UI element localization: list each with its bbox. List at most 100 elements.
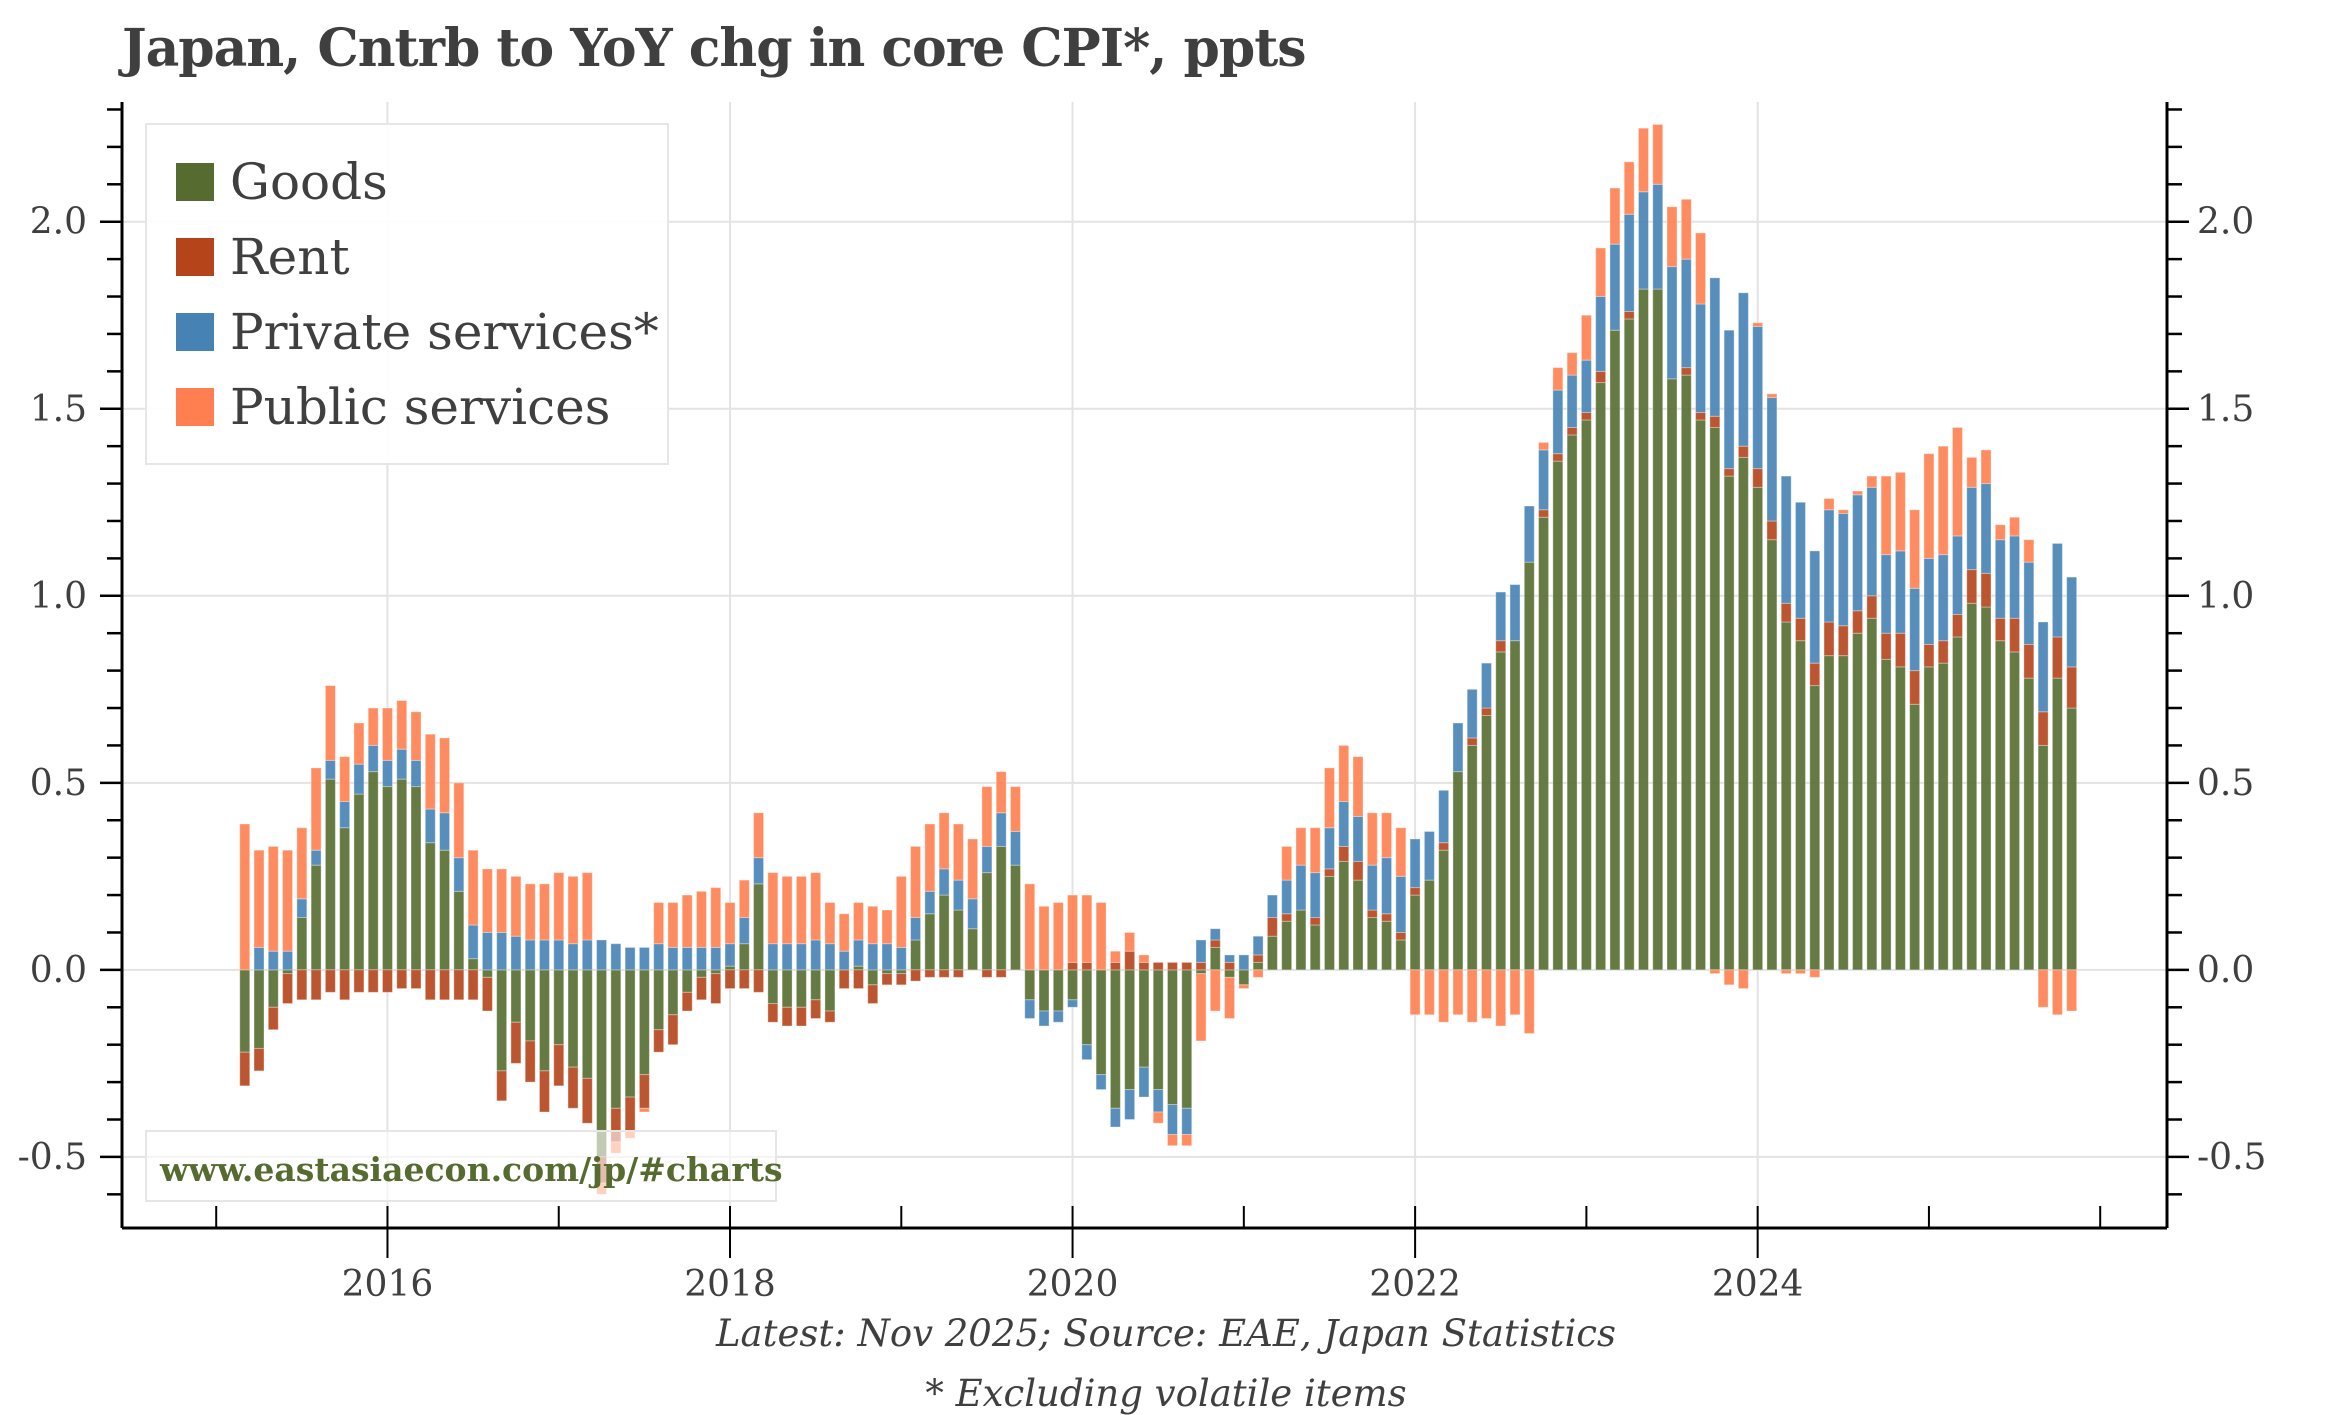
bar-public-services xyxy=(1609,187,1621,245)
bar-goods xyxy=(1366,917,1378,971)
bar-public-services xyxy=(1980,449,1992,485)
bar-goods xyxy=(453,890,465,971)
bar-goods xyxy=(1409,894,1421,971)
bar-rent xyxy=(1552,453,1564,462)
bar-private-services xyxy=(367,744,379,773)
bar-goods xyxy=(1124,969,1136,1091)
bar-rent xyxy=(339,969,351,1001)
bar-private-services xyxy=(1523,505,1535,563)
bar-public-services xyxy=(1523,969,1535,1034)
bar-public-services xyxy=(1951,426,1963,537)
bar-private-services xyxy=(1138,1066,1150,1098)
bar-goods xyxy=(2066,707,2078,971)
bar-goods xyxy=(1495,651,1507,971)
bar-private-services xyxy=(1552,389,1564,455)
bar-rent xyxy=(481,976,493,1012)
bar-public-services xyxy=(1152,1111,1164,1124)
bar-goods xyxy=(253,969,265,1049)
bar-private-services xyxy=(1438,789,1450,844)
bar-rent xyxy=(538,1070,550,1113)
bar-goods xyxy=(1038,969,1050,1012)
bar-rent xyxy=(1780,602,1792,623)
bar-private-services xyxy=(867,943,879,971)
bar-goods xyxy=(1980,606,1992,971)
watermark: www.eastasiaecon.com/jp/#charts xyxy=(145,1130,783,1202)
footnote: * Excluding volatile items xyxy=(925,1372,1407,1415)
bar-rent xyxy=(1880,632,1892,660)
bar-goods xyxy=(1723,475,1735,971)
bar-public-services xyxy=(895,875,907,948)
bar-goods xyxy=(1195,969,1207,975)
bar-public-services xyxy=(1166,1133,1178,1147)
bar-private-services xyxy=(424,808,436,844)
bar-private-services xyxy=(1509,584,1521,642)
y-tick-label-left: 0.0 xyxy=(30,950,87,991)
bar-goods xyxy=(1323,875,1335,971)
bar-goods xyxy=(282,969,294,975)
bar-goods xyxy=(481,969,493,978)
bar-private-services xyxy=(1580,359,1592,413)
bar-public-services xyxy=(282,849,294,952)
bar-goods xyxy=(938,894,950,971)
bar-private-services xyxy=(1323,827,1335,870)
bar-goods xyxy=(1480,715,1492,971)
bar-goods xyxy=(2009,651,2021,971)
bar-public-services xyxy=(1009,786,1021,832)
bar-goods xyxy=(510,969,522,1023)
bar-private-services xyxy=(724,943,736,967)
bar-rent xyxy=(239,1051,251,1087)
bar-rent xyxy=(738,969,750,990)
bar-rent xyxy=(881,973,893,986)
bar-public-services xyxy=(1580,314,1592,361)
y-axis-left-labels: 2.0 1.5 1.0 0.5 0.0 -0.5 xyxy=(18,202,87,1178)
bar-public-services xyxy=(1081,894,1093,963)
bar-rent xyxy=(1495,640,1507,653)
bar-public-services xyxy=(1309,827,1321,874)
bar-public-services xyxy=(938,812,950,870)
bar-private-services xyxy=(2066,576,2078,668)
bar-goods xyxy=(1652,288,1664,971)
bar-goods xyxy=(1809,685,1821,971)
bar-rent xyxy=(653,1029,665,1053)
bar-goods xyxy=(952,909,964,971)
bar-rent xyxy=(1723,468,1735,477)
bar-public-services xyxy=(1138,954,1150,963)
bar-private-services xyxy=(1381,857,1393,915)
bar-public-services xyxy=(296,827,308,900)
bar-private-services xyxy=(881,943,893,971)
bar-private-services xyxy=(1281,879,1293,915)
bar-public-services xyxy=(1823,498,1835,511)
bar-goods xyxy=(1909,703,1921,971)
bar-public-services xyxy=(267,845,279,952)
bar-goods xyxy=(1866,617,1878,971)
bar-public-services xyxy=(581,872,593,941)
bar-private-services xyxy=(510,935,522,971)
bar-private-services xyxy=(1109,1107,1121,1128)
bar-private-services xyxy=(1766,397,1778,522)
bar-private-services xyxy=(710,946,722,971)
bar-private-services xyxy=(581,939,593,971)
watermark-text[interactable]: www.eastasiaecon.com/jp/#charts xyxy=(159,1150,783,1189)
bar-goods xyxy=(610,969,622,1109)
bar-private-services xyxy=(1423,830,1435,881)
bar-goods xyxy=(1252,961,1264,971)
bar-rent xyxy=(1623,310,1635,320)
bar-private-services xyxy=(1666,266,1678,380)
bar-rent xyxy=(1109,961,1121,971)
bar-public-services xyxy=(1366,812,1378,866)
legend-swatch-rent xyxy=(176,238,214,276)
bar-rent xyxy=(924,969,936,978)
bar-rent xyxy=(1894,632,1906,668)
x-tick-label: 2020 xyxy=(1027,1264,1119,1305)
y-tick-label-right: 0.5 xyxy=(2197,763,2254,804)
bar-rent xyxy=(795,1006,807,1027)
bar-goods xyxy=(1295,909,1307,971)
bar-private-services xyxy=(1809,550,1821,664)
x-axis-labels: 2016 2018 2020 2022 2024 xyxy=(342,1264,1804,1305)
bar-private-services xyxy=(1495,591,1507,642)
bar-goods xyxy=(310,864,322,971)
bar-public-services xyxy=(810,872,822,941)
bar-private-services xyxy=(538,939,550,971)
bar-public-services xyxy=(781,875,793,945)
bar-public-services xyxy=(724,902,736,945)
